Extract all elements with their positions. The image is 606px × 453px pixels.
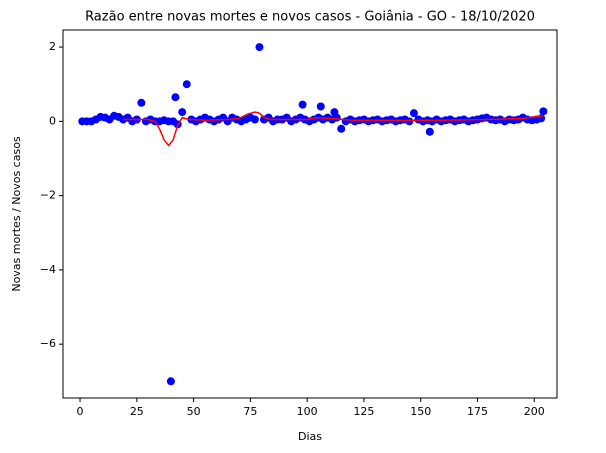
x-tick-label: 25 — [130, 405, 144, 418]
scatter-point — [255, 43, 264, 52]
y-tick-label: 2 — [49, 40, 56, 53]
x-tick-label: 100 — [297, 405, 318, 418]
scatter-point — [405, 117, 414, 126]
scatter-point — [337, 124, 346, 133]
y-tick-label: −4 — [40, 263, 56, 276]
y-tick-label: −6 — [40, 337, 56, 350]
y-axis-label: Novas mortes / Novos casos — [10, 136, 23, 292]
scatter-point — [182, 80, 191, 89]
scatter-point — [316, 102, 325, 111]
x-axis-label: Dias — [298, 430, 322, 443]
scatter-point — [166, 377, 175, 386]
scatter-point — [137, 98, 146, 107]
x-tick-label: 175 — [467, 405, 488, 418]
plot-frame — [62, 29, 558, 399]
x-tick-label: 50 — [187, 405, 201, 418]
x-tick-label: 150 — [410, 405, 431, 418]
x-tick-label: 75 — [243, 405, 257, 418]
scatter-point — [298, 100, 307, 109]
x-tick-label: 200 — [524, 405, 545, 418]
trend-line — [123, 111, 544, 147]
x-tick-label: 125 — [353, 405, 374, 418]
y-tick-label: 0 — [49, 114, 56, 127]
scatter-point — [425, 127, 434, 136]
scatter-point — [332, 113, 341, 122]
scatter-point — [539, 107, 548, 116]
scatter-point — [178, 108, 187, 117]
x-tick-label: 0 — [77, 405, 84, 418]
chart-title: Razão entre novas mortes e novos casos -… — [85, 10, 535, 25]
scatter-point — [409, 109, 418, 118]
y-tick-label: −2 — [40, 189, 56, 202]
scatter-point — [250, 115, 259, 124]
scatter-point — [171, 93, 180, 102]
